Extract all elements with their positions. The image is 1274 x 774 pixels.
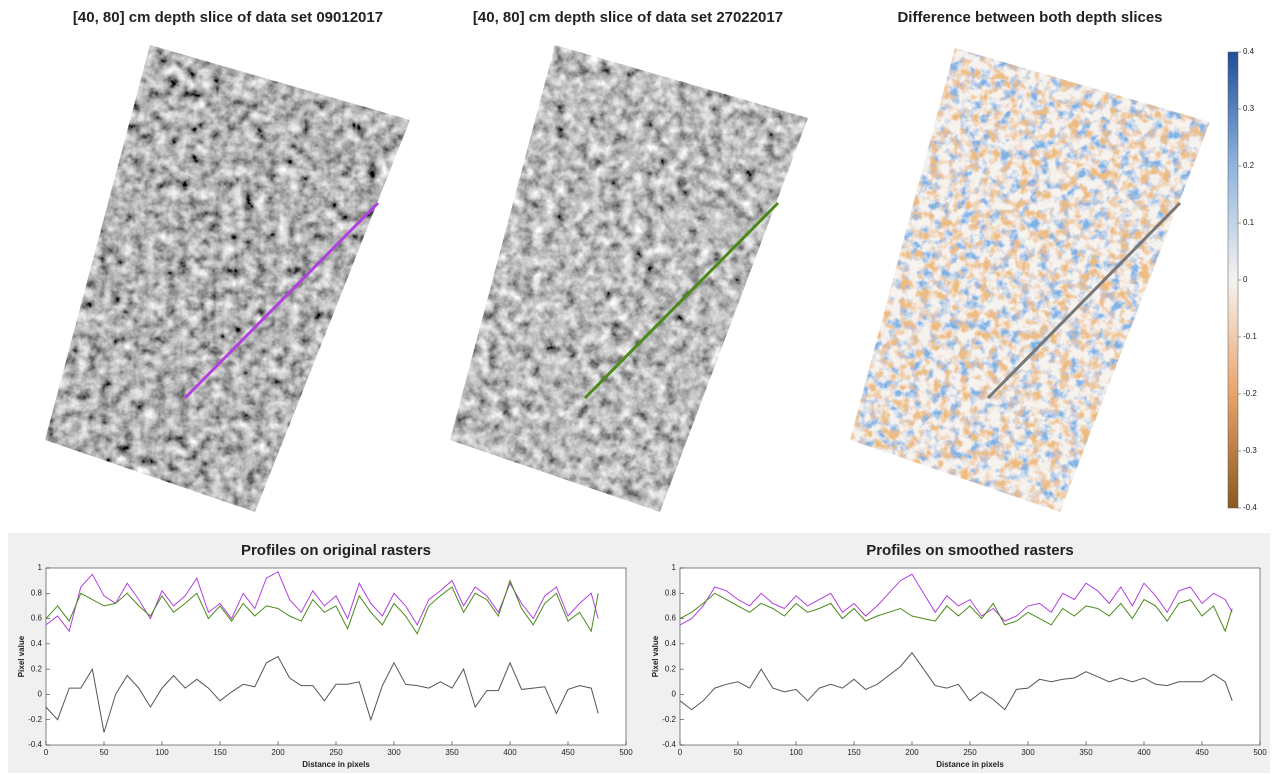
y-tick-label: -0.2	[28, 715, 42, 724]
x-tick-label: 0	[678, 748, 683, 757]
x-tick-label: 300	[387, 748, 401, 757]
y-tick-label: -0.4	[662, 740, 676, 749]
x-tick-label: 50	[734, 748, 743, 757]
y-tick-label: 1	[672, 563, 677, 572]
x-tick-label: 350	[1079, 748, 1093, 757]
figure: [40, 80] cm depth slice of data set 0901…	[0, 0, 1274, 774]
image-title: [40, 80] cm depth slice of data set 2702…	[473, 9, 783, 26]
x-tick-label: 500	[619, 748, 633, 757]
x-tick-label: 500	[1253, 748, 1267, 757]
plot-area	[680, 568, 1260, 745]
x-tick-label: 250	[963, 748, 977, 757]
x-tick-label: 150	[847, 748, 861, 757]
x-tick-label: 400	[503, 748, 517, 757]
colorbar-tick-label: -0.3	[1243, 446, 1257, 455]
y-tick-label: 1	[38, 563, 43, 572]
x-axis-label: Distance in pixels	[302, 760, 370, 769]
depth-slice-image	[445, 40, 815, 520]
y-tick-label: -0.4	[28, 740, 42, 749]
chart-title: Profiles on smoothed rasters	[866, 542, 1074, 559]
colorbar-tick-label: 0	[1243, 275, 1248, 284]
y-tick-label: 0.6	[31, 614, 43, 623]
x-tick-label: 100	[155, 748, 169, 757]
y-tick-label: 0	[38, 690, 43, 699]
x-tick-label: 400	[1137, 748, 1151, 757]
x-tick-label: 350	[445, 748, 459, 757]
colorbar-tick-label: -0.2	[1243, 389, 1257, 398]
x-tick-label: 250	[329, 748, 343, 757]
x-tick-label: 450	[1195, 748, 1209, 757]
colorbar-tick-label: 0.2	[1243, 161, 1255, 170]
x-tick-label: 50	[100, 748, 109, 757]
y-tick-label: 0.4	[665, 639, 677, 648]
image-title: [40, 80] cm depth slice of data set 0901…	[73, 9, 383, 26]
y-axis-label: Pixel value	[651, 635, 660, 677]
difference-image	[845, 40, 1215, 520]
y-axis-label: Pixel value	[17, 635, 26, 677]
y-tick-label: 0.2	[31, 664, 43, 673]
colorbar-tick-label: 0.3	[1243, 104, 1255, 113]
y-tick-label: 0.8	[665, 588, 677, 597]
x-tick-label: 200	[905, 748, 919, 757]
chart-title: Profiles on original rasters	[241, 542, 431, 559]
colorbar-tick-label: -0.1	[1243, 332, 1257, 341]
y-tick-label: 0	[672, 690, 677, 699]
y-tick-label: 0.4	[31, 639, 43, 648]
x-tick-label: 450	[561, 748, 575, 757]
y-tick-label: 0.2	[665, 664, 677, 673]
depth-slice-image	[40, 40, 420, 520]
x-tick-label: 100	[789, 748, 803, 757]
x-tick-label: 200	[271, 748, 285, 757]
colorbar	[1228, 52, 1238, 508]
colorbar-tick-label: 0.1	[1243, 218, 1255, 227]
x-axis-label: Distance in pixels	[936, 760, 1004, 769]
colorbar-tick-label: -0.4	[1243, 503, 1257, 512]
y-tick-label: 0.8	[31, 588, 43, 597]
x-tick-label: 150	[213, 748, 227, 757]
x-tick-label: 300	[1021, 748, 1035, 757]
image-title: Difference between both depth slices	[897, 9, 1162, 26]
colorbar-tick-label: 0.4	[1243, 47, 1255, 56]
y-tick-label: 0.6	[665, 614, 677, 623]
x-tick-label: 0	[44, 748, 49, 757]
y-tick-label: -0.2	[662, 715, 676, 724]
plot-area	[46, 568, 626, 745]
